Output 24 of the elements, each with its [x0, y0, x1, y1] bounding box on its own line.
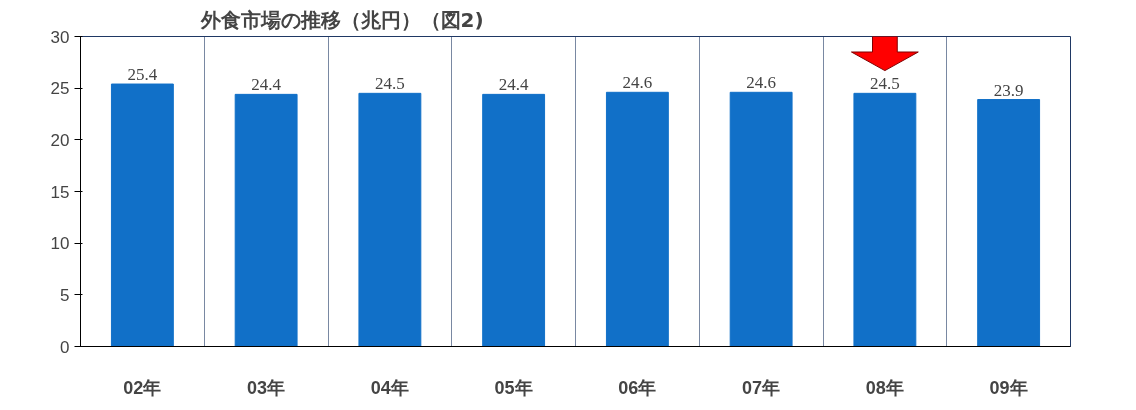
x-tick-label: 09年	[989, 377, 1028, 398]
data-label: 25.4	[127, 65, 158, 85]
y-tick-label: 25	[50, 79, 70, 99]
x-tick-label: 03年	[247, 377, 286, 398]
data-label: 24.5	[375, 74, 405, 94]
y-tick-label: 0	[60, 337, 70, 357]
data-label: 24.6	[746, 73, 776, 93]
y-tick-label: 5	[60, 285, 70, 305]
x-tick-label: 04年	[370, 377, 409, 398]
y-tick-label: 20	[50, 130, 70, 150]
data-label: 23.9	[993, 80, 1024, 100]
data-label: 24.6	[622, 73, 653, 93]
data-label: 24.4	[251, 75, 282, 95]
data-label: 24.5	[870, 74, 900, 94]
chart-title: 外食市場の推移（兆円）（図2)	[199, 7, 484, 32]
x-tick-label: 08年	[865, 377, 904, 398]
data-label: 24.4	[498, 75, 529, 95]
y-tick-label: 10	[50, 234, 70, 254]
x-tick-label: 06年	[618, 377, 657, 398]
y-tick-label: 30	[50, 27, 70, 47]
y-tick-label: 15	[50, 182, 70, 202]
x-tick-label: 02年	[123, 377, 162, 398]
x-tick-label: 05年	[494, 377, 533, 398]
x-tick-label: 07年	[742, 377, 781, 398]
